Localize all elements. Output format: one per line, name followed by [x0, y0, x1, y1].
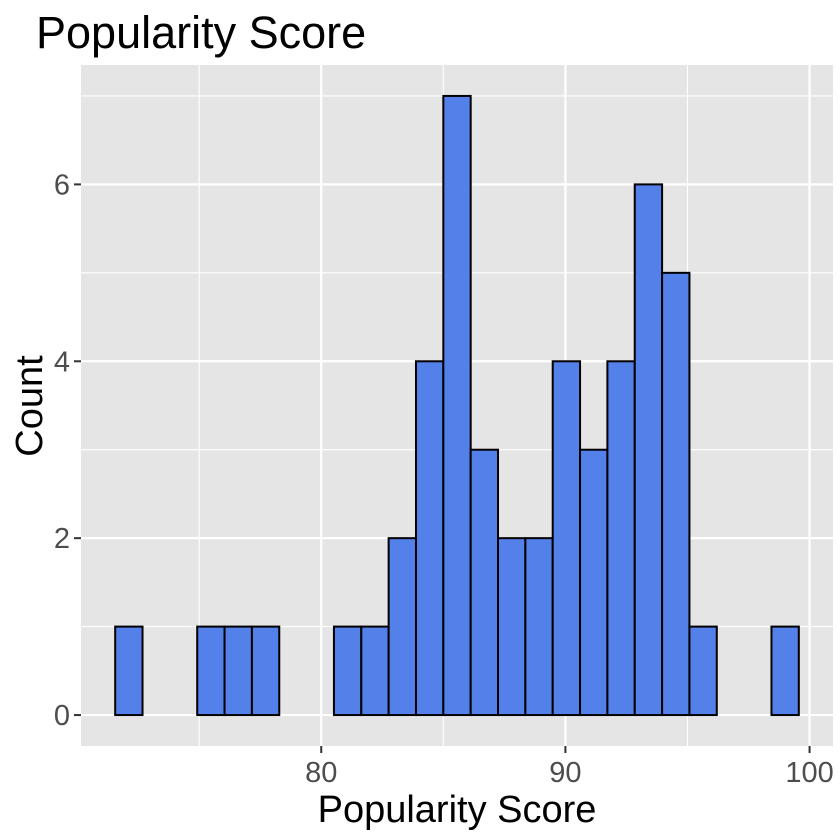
y-tick-label: 4: [54, 346, 70, 378]
histogram-bar: [688, 625, 718, 717]
histogram-bar: [414, 360, 445, 717]
chart-title: Popularity Score: [36, 7, 366, 58]
histogram-bar: [114, 625, 144, 717]
histogram-bar: [497, 537, 527, 717]
histogram-bar: [633, 183, 664, 717]
histogram-bar: [551, 360, 582, 717]
histogram-bar: [579, 448, 609, 717]
y-tick-label: 0: [54, 700, 70, 732]
histogram-bar: [196, 625, 226, 717]
y-axis-title: Count: [9, 355, 51, 457]
histogram-bar: [387, 537, 417, 717]
histogram-bar: [360, 625, 390, 717]
y-tick-label: 6: [54, 169, 70, 201]
x-axis: 80 90 100: [305, 746, 834, 789]
histogram-bar: [442, 94, 472, 717]
x-tick-label: 90: [549, 757, 581, 789]
histogram-bar: [332, 625, 363, 717]
x-tick-label: 100: [785, 757, 833, 789]
histogram-bar: [606, 360, 636, 717]
histogram-bar: [770, 625, 800, 717]
histogram-bar: [223, 625, 253, 717]
histogram-bar: [250, 625, 281, 717]
y-tick-label: 2: [54, 523, 70, 555]
y-axis: 0 2 4 6: [54, 169, 81, 732]
x-tick-label: 80: [305, 757, 337, 789]
histogram-bars: [114, 94, 800, 717]
histogram-bar: [661, 271, 691, 717]
histogram-bar: [524, 537, 554, 717]
histogram-bar: [469, 448, 500, 717]
x-axis-title: Popularity Score: [318, 789, 597, 831]
